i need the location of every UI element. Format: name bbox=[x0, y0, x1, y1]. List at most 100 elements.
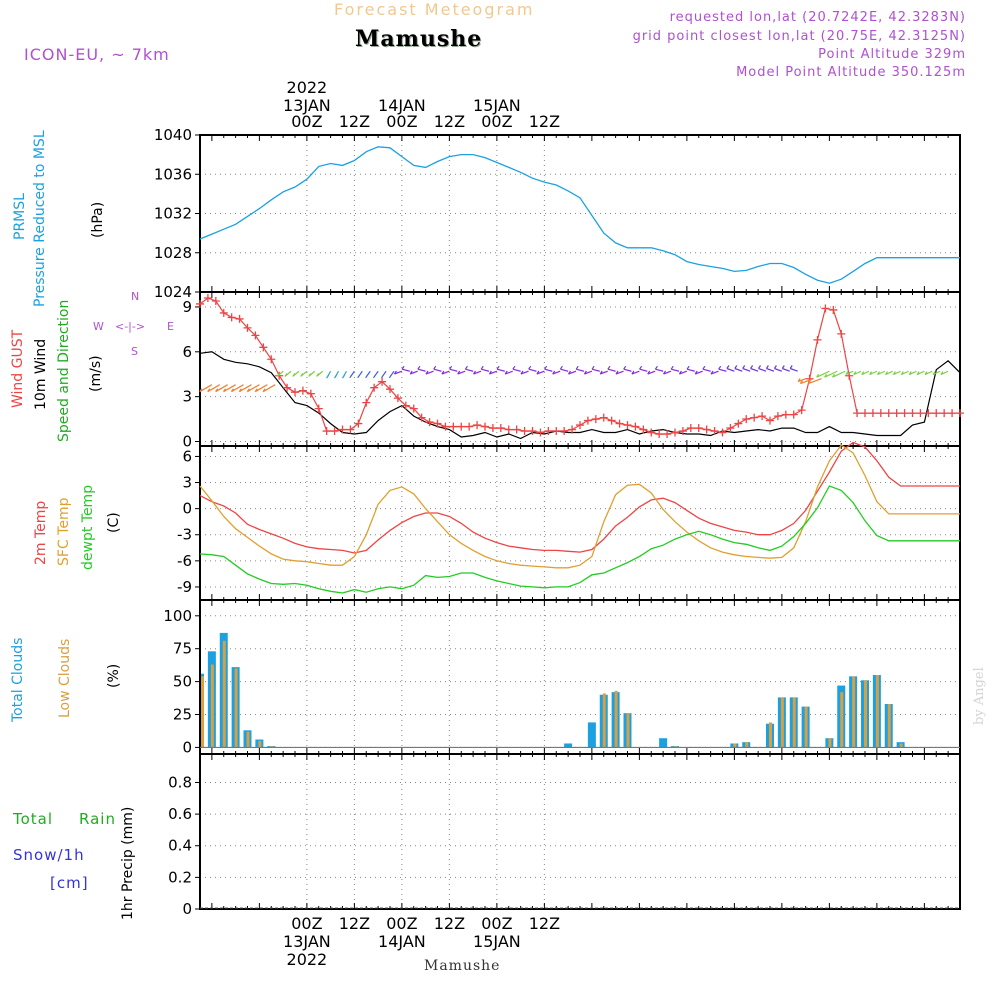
wind-direction-arrow bbox=[457, 370, 466, 375]
gust-marker bbox=[868, 409, 877, 418]
gust-marker bbox=[773, 412, 782, 421]
gust-series-label: Wind GUST bbox=[10, 329, 26, 408]
dewpt-line bbox=[199, 485, 960, 594]
low-cloud-bar bbox=[899, 743, 903, 748]
cloud-unit-label: (%) bbox=[106, 663, 122, 688]
gust-marker bbox=[409, 404, 418, 413]
wind-direction-arrow bbox=[678, 370, 688, 375]
y-tick-label: 100 bbox=[163, 607, 192, 625]
precip-cm-label: [cm] bbox=[50, 874, 89, 892]
wind-direction-arrow bbox=[559, 365, 569, 372]
gust-marker bbox=[655, 430, 664, 439]
wind-direction-arrow bbox=[799, 378, 814, 385]
gridpoint-coords: grid point closest lon,lat (20.75E, 42.3… bbox=[632, 29, 966, 44]
gust-marker bbox=[686, 424, 695, 433]
wind-direction-arrow bbox=[892, 370, 901, 376]
wind-unit-label: (m/s) bbox=[88, 355, 104, 392]
wind-direction-arrow bbox=[480, 365, 490, 372]
wind-direction-arrow bbox=[449, 365, 458, 372]
gust-marker bbox=[243, 323, 252, 332]
wind-direction-arrow bbox=[861, 370, 870, 376]
gust-marker bbox=[488, 424, 497, 433]
wind-direction-arrow bbox=[599, 370, 608, 375]
gust-marker bbox=[552, 427, 561, 436]
wind-direction-arrow bbox=[932, 370, 941, 376]
time-label-top: 2022 bbox=[287, 78, 328, 97]
gust-marker bbox=[829, 305, 838, 314]
y-tick-label: -3 bbox=[177, 526, 192, 544]
wind-direction-arrow bbox=[807, 378, 822, 385]
gust-marker bbox=[615, 419, 624, 428]
gust-marker bbox=[433, 419, 442, 428]
gust-marker bbox=[671, 428, 679, 437]
gust-marker bbox=[924, 409, 933, 418]
gust-marker bbox=[663, 430, 672, 439]
y-tick-label: 0 bbox=[182, 433, 192, 451]
station-title: Mamushe bbox=[355, 26, 483, 52]
total-cloud-bar bbox=[587, 722, 596, 748]
dewpt-series-label: dewpt Temp bbox=[80, 484, 96, 570]
gust-marker bbox=[726, 424, 735, 433]
gust-marker bbox=[235, 314, 244, 323]
time-label-bottom: 12Z bbox=[529, 914, 560, 933]
gust-line bbox=[199, 297, 960, 435]
panel-frame bbox=[199, 445, 961, 601]
wind-direction-arrow bbox=[401, 365, 410, 372]
low-cloud-bar bbox=[864, 680, 867, 748]
gust-marker bbox=[718, 428, 727, 437]
gust-marker bbox=[591, 415, 600, 424]
low-cloud-bar bbox=[840, 692, 844, 748]
wind-direction-arrow bbox=[816, 370, 830, 378]
gust-marker bbox=[623, 421, 632, 430]
time-label-bottom: 00Z bbox=[291, 914, 322, 933]
time-label-bottom: 12Z bbox=[339, 914, 370, 933]
wind-direction-arrow bbox=[316, 370, 324, 377]
gust-marker bbox=[219, 308, 228, 317]
gust-marker bbox=[932, 409, 941, 418]
low-cloud-bar bbox=[246, 731, 250, 748]
low-cloud-bar bbox=[201, 676, 204, 748]
gust-marker bbox=[956, 409, 964, 418]
wind-direction-arrow bbox=[536, 370, 545, 375]
time-label-bottom: 14JAN bbox=[378, 932, 426, 951]
sfctemp-line bbox=[199, 444, 960, 569]
gust-marker bbox=[631, 422, 640, 431]
time-label-top: 00Z bbox=[481, 112, 512, 131]
y-tick-label: 0 bbox=[182, 900, 192, 918]
compass-arrows: <-|-> bbox=[115, 320, 146, 333]
wind-direction-arrow bbox=[552, 370, 561, 375]
wind-direction-arrow bbox=[254, 384, 268, 393]
wind-direction-arrow bbox=[300, 370, 308, 377]
gust-marker bbox=[694, 424, 703, 433]
y-tick-label: 50 bbox=[173, 673, 192, 691]
wind-speed-line bbox=[199, 351, 961, 440]
wind-direction-arrow bbox=[207, 384, 221, 393]
product-title: Forecast Meteogram bbox=[334, 0, 535, 19]
gust-marker bbox=[742, 415, 751, 424]
gust-marker bbox=[338, 425, 347, 434]
direction-series-label: Speed and Direction bbox=[56, 299, 72, 442]
time-label-top: 00Z bbox=[386, 112, 417, 131]
time-label-bottom: 00Z bbox=[386, 914, 417, 933]
low-cloud-bar bbox=[733, 743, 737, 748]
gust-marker bbox=[362, 398, 371, 407]
precip-rain-label: Rain bbox=[79, 810, 116, 828]
wind-direction-arrow bbox=[341, 370, 347, 379]
temp-unit-label: (C) bbox=[106, 512, 122, 533]
temp2m-line bbox=[199, 441, 960, 554]
wind-direction-arrow bbox=[654, 365, 664, 372]
wind-direction-arrow bbox=[940, 370, 949, 376]
compass-east: E bbox=[167, 320, 174, 333]
gust-marker bbox=[678, 427, 687, 436]
wind-direction-arrow bbox=[686, 365, 695, 372]
time-label-top: 00Z bbox=[291, 112, 322, 131]
wind-direction-arrow bbox=[292, 370, 300, 377]
low-cloud-bar bbox=[626, 713, 630, 748]
wind-direction-arrow bbox=[199, 384, 213, 393]
time-label-top: 13JAN bbox=[283, 96, 331, 115]
gust-marker bbox=[386, 385, 394, 394]
wind-direction-arrow bbox=[615, 370, 624, 375]
wind-direction-arrow bbox=[230, 384, 244, 393]
y-tick-label: 1036 bbox=[154, 165, 192, 183]
wind-direction-arrow bbox=[568, 370, 577, 375]
